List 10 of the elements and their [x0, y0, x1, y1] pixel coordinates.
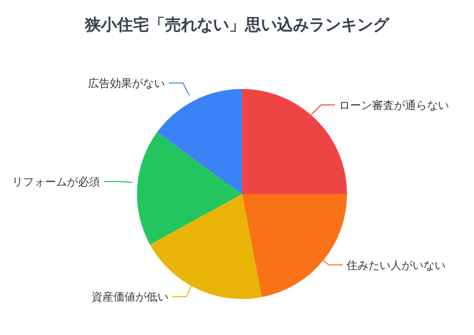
chart-title: 狭小住宅「売れない」思い込みランキング	[84, 15, 390, 34]
slice-label: ローン審査が通らない	[339, 98, 450, 112]
pie-slice	[157, 89, 242, 194]
slice-label: 資産価値が低い	[91, 290, 168, 304]
slice-label: リフォームが必須	[12, 176, 100, 189]
slice-label: 住みたい人がいない	[346, 258, 446, 272]
pie-slice	[137, 132, 242, 245]
slice-label: 広告効果がない	[88, 76, 165, 90]
pie-slice	[242, 89, 347, 194]
pie-slice	[242, 194, 347, 298]
